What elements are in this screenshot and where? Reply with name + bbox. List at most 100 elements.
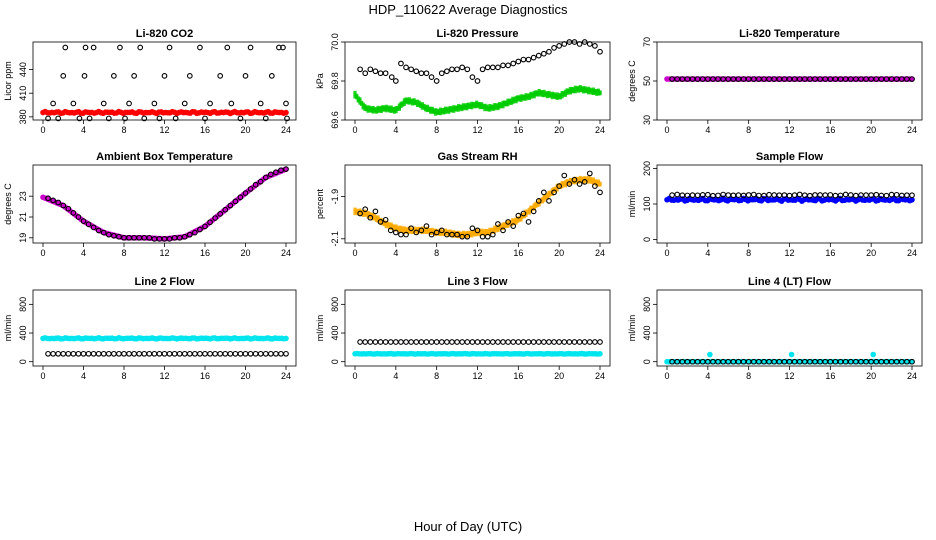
data-point [262,174,269,181]
data-point [449,339,455,345]
data-point [447,229,451,233]
x-tick-label: 20 [554,248,564,258]
x-tick-label: 24 [595,371,605,381]
data-point [473,230,477,234]
data-point [406,229,410,233]
data-point [166,350,173,357]
data-point [151,100,158,107]
y-tick-label: 410 [18,86,28,101]
data-point [549,92,553,96]
data-point [404,227,408,231]
data-point [554,93,558,97]
data-point [534,201,538,206]
data-point [461,104,466,109]
data-point [466,105,471,109]
data-point [464,339,471,345]
x-tick-label: 24 [907,125,917,135]
data-point [550,188,554,192]
data-point [489,104,494,108]
data-point [595,179,599,183]
data-point [454,339,460,345]
data-point [591,181,596,185]
data-point [465,231,469,235]
data-point [419,102,423,106]
data-point [576,181,583,187]
data-point [519,98,523,102]
series-raw [45,166,289,242]
data-point [475,102,479,106]
data-point [376,217,380,221]
x-tick-label: 20 [866,371,876,381]
data-point [505,219,511,225]
data-point [373,214,377,218]
data-point [469,74,476,80]
data-point [596,183,600,187]
data-point [545,91,549,95]
data-point [532,90,536,95]
data-point [176,350,183,357]
data-point [542,91,546,95]
y-tick-label: 50 [642,76,652,86]
data-point [422,103,426,108]
data-point [55,115,62,122]
x-tick-label: 0 [664,125,669,135]
data-point [499,102,503,106]
data-point [586,41,593,47]
data-point [596,179,600,183]
data-point [136,350,143,357]
data-point [483,231,487,235]
data-point [454,231,460,238]
data-point [399,101,403,105]
data-point [496,227,500,231]
y-tick-label: 69.8 [330,72,340,90]
data-point [452,232,456,236]
data-point [141,115,148,122]
data-point [222,350,229,357]
data-point [572,178,576,182]
data-point [387,223,392,227]
data-point [592,43,598,49]
data-point [510,223,517,229]
data-point [410,229,415,233]
data-point [560,182,564,186]
data-point [358,99,362,103]
data-point [561,339,568,345]
y-tick-label: -2.1 [330,231,340,247]
x-tick-label: 16 [825,125,835,135]
data-point [384,224,388,229]
y-axis-label: kPa [315,73,325,89]
data-point [489,64,496,71]
y-tick-label: 70 [642,37,652,47]
data-point [458,231,462,236]
data-point [563,92,568,96]
x-tick-label: 24 [281,371,291,381]
data-point [511,219,515,224]
data-point [496,106,500,111]
data-point [526,209,530,213]
data-point [507,99,512,103]
y-tick-label: 400 [330,326,340,341]
data-point [577,179,581,183]
data-point [388,74,395,80]
data-point [381,105,385,109]
data-point [433,78,440,84]
data-point [377,219,384,225]
data-point [503,224,507,228]
data-point [581,339,588,345]
data-point [283,109,289,116]
panel-5: Gas Stream RH percent 0 4 8 12 16 20 24 -2.1 -1.9 [315,151,611,258]
data-point [463,104,467,108]
data-point [461,232,466,236]
data-point [493,229,497,233]
data-point [479,339,486,345]
data-point [207,350,213,357]
data-point [392,78,399,84]
data-point [480,228,484,232]
data-point [598,90,602,94]
data-point [552,189,556,193]
data-point [501,103,505,107]
data-point [572,89,576,93]
data-point [483,103,487,107]
data-point [357,339,363,345]
y-axis-label: ml/min [315,315,325,342]
